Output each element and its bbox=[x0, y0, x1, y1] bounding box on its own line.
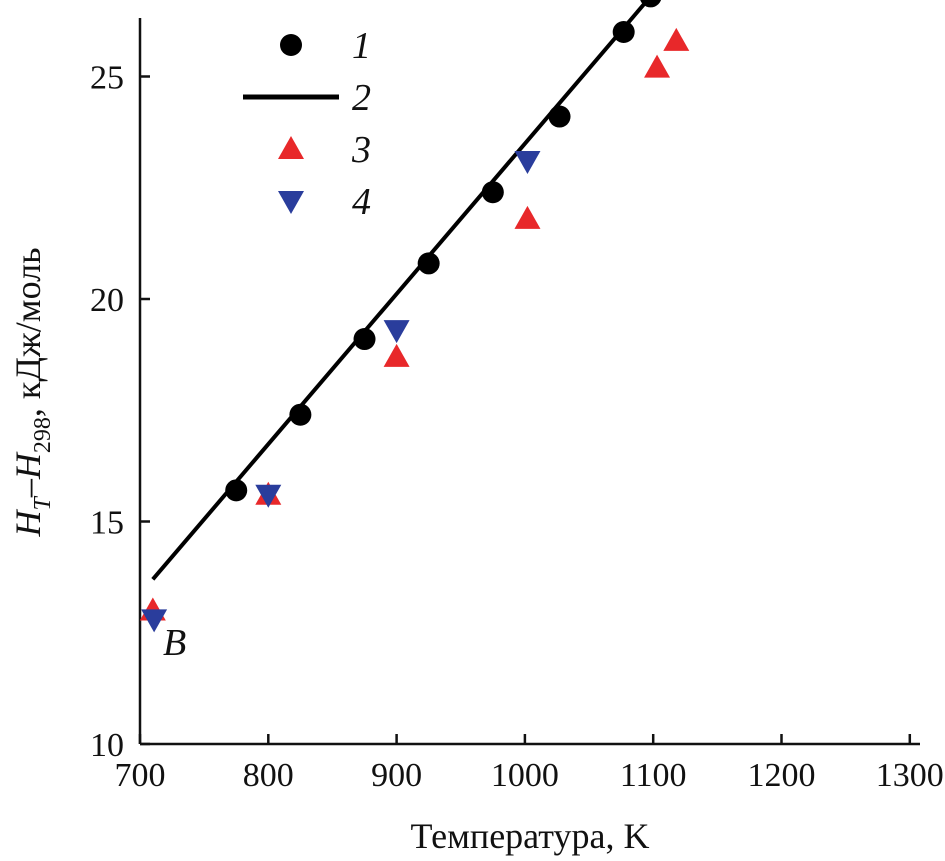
series-4-point bbox=[383, 320, 410, 344]
series-1-point bbox=[640, 0, 662, 8]
data-points bbox=[139, 0, 690, 633]
x-tick-label: 700 bbox=[115, 757, 166, 794]
series-1-point bbox=[225, 479, 248, 502]
x-tick-label: 800 bbox=[243, 757, 294, 794]
x-tick-label: 900 bbox=[371, 757, 422, 794]
series-3-point bbox=[383, 343, 410, 367]
x-tick-label: 1100 bbox=[620, 757, 687, 794]
axes bbox=[138, 18, 920, 746]
annotation-label: B bbox=[163, 622, 186, 664]
legend-marker-3 bbox=[278, 136, 304, 159]
x-tick-label: 1200 bbox=[748, 757, 816, 794]
legend-label-4: 4 bbox=[352, 181, 371, 223]
y-tick-label: 15 bbox=[90, 505, 124, 542]
legend-marker-1 bbox=[280, 34, 302, 56]
series-1-point bbox=[289, 403, 312, 426]
x-tick-label: 1300 bbox=[876, 757, 944, 794]
series-1-point bbox=[612, 21, 635, 43]
y-tick-label: 25 bbox=[90, 60, 124, 97]
series-3-point bbox=[644, 54, 671, 78]
series-1-point bbox=[417, 252, 440, 275]
y-ticks: 10152025303540 bbox=[90, 60, 150, 764]
legend-marker-4 bbox=[278, 191, 304, 214]
series-1-point bbox=[353, 328, 376, 351]
series-1-point bbox=[548, 105, 571, 128]
y-tick-label: 10 bbox=[90, 727, 124, 764]
series-3-point bbox=[663, 27, 690, 51]
legend: 1 2 3 4 bbox=[243, 25, 371, 223]
legend-label-3: 3 bbox=[351, 129, 371, 171]
y-axis-title: HT–H298, кДж/моль bbox=[8, 248, 56, 538]
series-3-point bbox=[514, 205, 541, 229]
legend-label-1: 1 bbox=[352, 25, 371, 67]
series-4-point bbox=[514, 151, 541, 175]
x-axis-title: Температура, K bbox=[411, 816, 650, 856]
series-4-point bbox=[141, 609, 168, 633]
y-tick-label: 20 bbox=[90, 282, 124, 319]
x-tick-label: 1000 bbox=[491, 757, 559, 794]
series-1-point bbox=[481, 181, 504, 204]
point-annotations: BSLA bbox=[163, 622, 186, 664]
x-ticks: 700 800 900 1000 1100 1200 1300 bbox=[115, 734, 944, 794]
series-4-point bbox=[255, 484, 282, 508]
legend-label-2: 2 bbox=[352, 77, 371, 119]
